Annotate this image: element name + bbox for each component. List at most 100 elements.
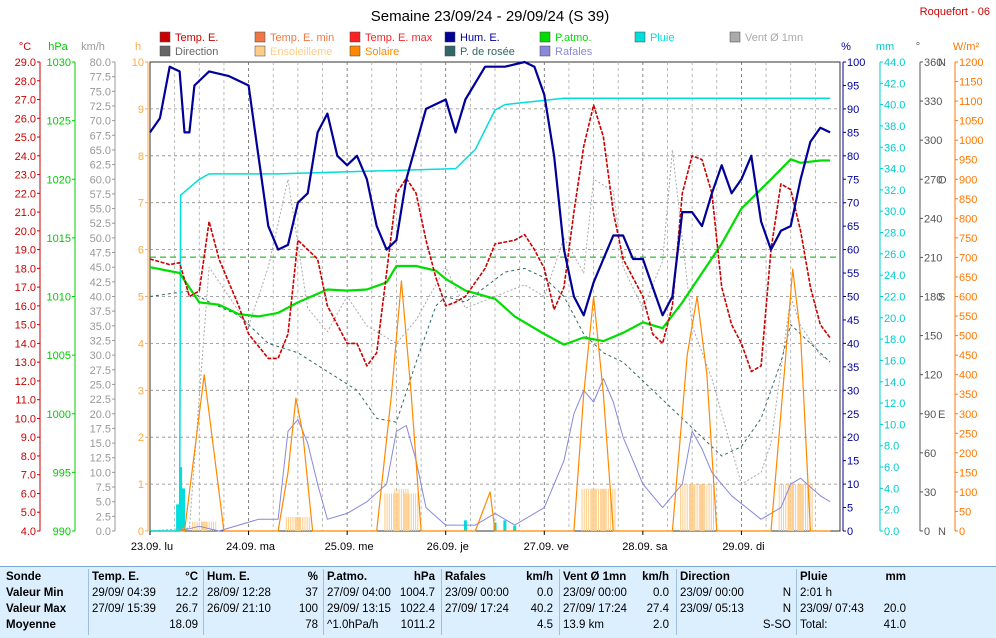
rain-axis-unit: mm [876, 41, 894, 53]
footer-cell-value: 27.4 [646, 603, 669, 615]
rain-axis-tick-label: 38.0 [884, 121, 905, 133]
legend-label: Temp. E. max [365, 32, 433, 44]
legend-label: Direction [175, 46, 218, 58]
rain-bar [513, 525, 517, 531]
footer-row: 26/09/ 21:10 100 [207, 601, 322, 617]
footer-row: 13.9 km 2.0 [563, 617, 673, 633]
footer-cell-value: mm [885, 571, 906, 583]
sun-axis-tick-label: 4 [138, 338, 144, 350]
footer-cell-label: Valeur Max [6, 603, 67, 615]
temp-axis-tick-label: 20.0 [15, 226, 36, 238]
direction-cardinal: N [938, 57, 946, 69]
footer-cell-value: 78 [305, 619, 318, 631]
grid [149, 61, 841, 532]
legend-swatch [539, 45, 551, 57]
footer-row: 18.09 [92, 617, 202, 633]
wind-axis-tick-label: 47.5 [90, 248, 111, 260]
rain-bar [179, 467, 183, 531]
wind-axis-tick-label: 40.0 [90, 292, 111, 304]
footer-cell-label: 29/09/ 04:39 [92, 587, 156, 599]
temp-axis-tick-label: 28.0 [15, 76, 36, 88]
footer-header: Hum. E.% [207, 569, 322, 585]
solar-axis-tick-label: 750 [959, 233, 977, 245]
footer-cell-label: P.atmo. [327, 571, 368, 583]
footer-cell-value: 100 [298, 603, 318, 615]
wind-axis-tick-label: 42.5 [90, 277, 111, 289]
rain-axis-tick-label: 34.0 [884, 164, 905, 176]
x-tick-label: 27.09. ve [524, 541, 569, 553]
footer-row: 23/09/ 05:13 N [680, 601, 795, 617]
temp-axis-tick-label: 8.0 [21, 451, 36, 463]
legend-swatch [444, 45, 456, 57]
solar-axis-tick-label: 50 [959, 506, 971, 518]
solar-axis-tick-label: 550 [959, 311, 977, 323]
wind-axis-tick-label: 70.0 [90, 116, 111, 128]
temp-axis-tick-label: 4.0 [21, 526, 36, 538]
sun-axis-tick-label: 3 [138, 385, 144, 397]
rain-axis-tick-label: 12.0 [884, 398, 905, 410]
solar-axis-tick-label: 500 [959, 331, 977, 343]
direction-axis-tick-label: 240 [924, 213, 942, 225]
footer-row: Valeur Max [6, 601, 86, 617]
temp-axis-tick-label: 27.0 [15, 95, 36, 107]
temp-axis-tick-label: 19.0 [15, 245, 36, 257]
footer-cell-label: Vent Ø 1mn [563, 571, 627, 583]
solar-axis-tick-label: 0 [959, 526, 965, 538]
footer-cell-value: 41.0 [883, 619, 906, 631]
solar-axis-tick-label: 350 [959, 389, 977, 401]
footer-header: Vent Ø 1mn km/h [563, 569, 673, 585]
footer-cell-label: Total: [800, 619, 828, 631]
pressure-axis-tick-label: 1010 [47, 292, 71, 304]
footer-cell-label: Rafales [445, 571, 486, 583]
footer-cell-label: 23/09/ 05:13 [680, 603, 744, 615]
legend-swatch [349, 45, 361, 57]
wind-axis-tick-label: 32.5 [90, 335, 111, 347]
wind-axis-tick-label: 50.0 [90, 233, 111, 245]
wind-axis-tick-label: 7.5 [96, 482, 111, 494]
solar-axis-tick-label: 1150 [959, 77, 983, 89]
sun-axis-tick-label: 9 [138, 104, 144, 116]
x-axis: 23.09. lu 24.09. ma 25.09. me 26.09. je 27.0… [131, 531, 765, 553]
footer-column: Hum. E.% 28/09/ 12:28 37 26/09/ 21:10 100 78 [207, 569, 322, 633]
rain-axis-tick-label: 6.0 [884, 462, 899, 474]
humidity-axis-tick-label: 40 [847, 338, 859, 350]
footer-cell-label: 2:01 h [800, 587, 832, 599]
temp-axis-tick-label: 16.0 [15, 301, 36, 313]
humidity-axis-tick-label: 30 [847, 385, 859, 397]
direction-axis-tick-label: 360 [924, 57, 942, 69]
wind-axis-tick-label: 75.0 [90, 86, 111, 98]
legend-swatch [254, 31, 266, 43]
legend-swatch [634, 31, 646, 43]
footer-separator [203, 569, 204, 635]
sun-axis-tick-label: 8 [138, 151, 144, 163]
humidity-axis-tick-label: 85 [847, 127, 859, 139]
chart-title: Semaine 23/09/24 - 29/09/24 (S 39) [371, 8, 610, 25]
wind-axis-tick-label: 17.5 [90, 423, 111, 435]
temp-axis-tick-label: 26.0 [15, 113, 36, 125]
humidity-axis-unit: % [841, 41, 851, 53]
rain-axis-tick-label: 42.0 [884, 78, 905, 90]
wind-axis-tick-label: 57.5 [90, 189, 111, 201]
rain-bar [463, 520, 467, 531]
temp-axis-tick-label: 24.0 [15, 151, 36, 163]
footer-cell-value: 1011.2 [400, 619, 435, 631]
direction-axis-tick-label: 210 [924, 252, 942, 264]
solar-axis-tick-label: 800 [959, 213, 977, 225]
humidity-axis-tick-label: 35 [847, 362, 859, 374]
footer-cell-label: Hum. E. [207, 571, 250, 583]
solar-axis-tick-label: 700 [959, 252, 977, 264]
sun-axis-tick-label: 6 [138, 245, 144, 257]
footer-cell-label: Moyenne [6, 619, 56, 631]
footer-cell-label: Pluie [800, 571, 828, 583]
legend-label: Temp. E. [175, 32, 218, 44]
rain-axis-tick-label: 16.0 [884, 355, 905, 367]
solar-axis-tick-label: 850 [959, 194, 977, 206]
humidity-axis-tick-label: 95 [847, 80, 859, 92]
solar-axis-tick-label: 600 [959, 292, 977, 304]
temp-axis-tick-label: 10.0 [15, 413, 36, 425]
footer-row: Moyenne [6, 617, 86, 633]
footer-cell-label: Direction [680, 571, 730, 583]
footer-cell-value: 20.0 [883, 603, 906, 615]
temp-axis-tick-label: 18.0 [15, 263, 36, 275]
x-tick-label: 25.09. me [325, 541, 374, 553]
